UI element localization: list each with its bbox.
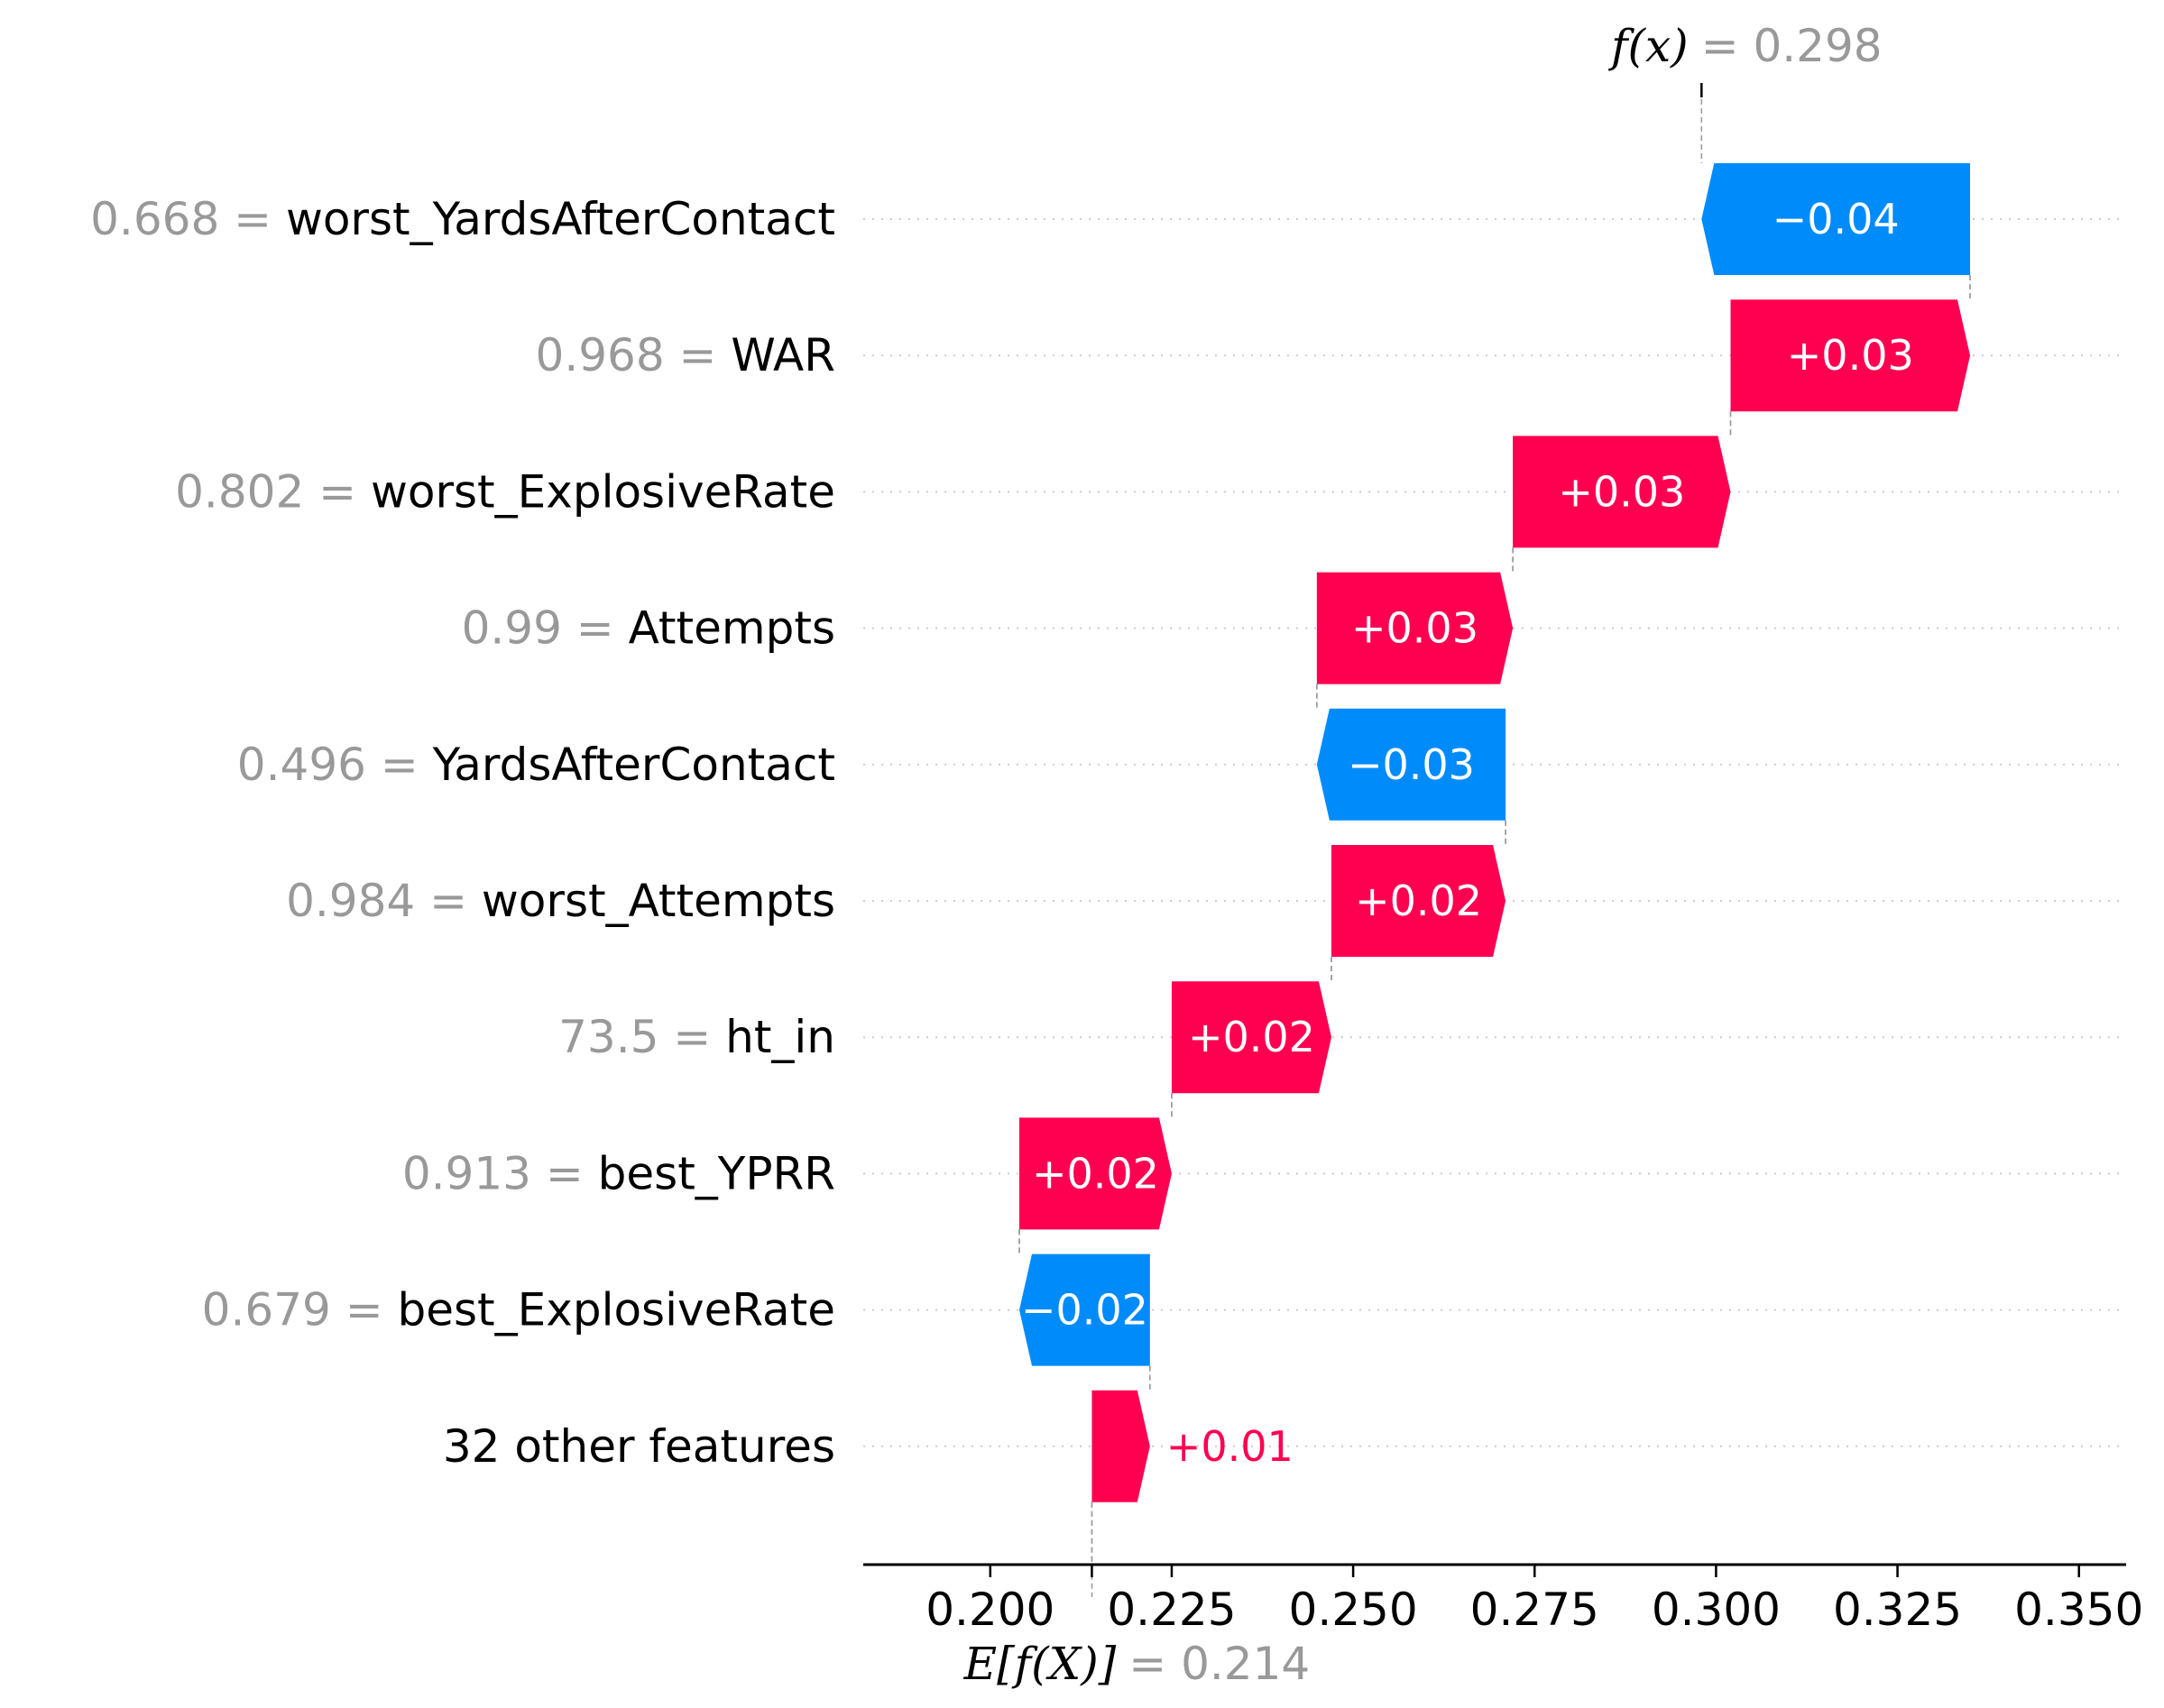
equals-sign: = <box>304 465 371 518</box>
feature-name: Attempts <box>629 602 835 655</box>
negative-bar <box>1701 163 1971 275</box>
equals-sign: = <box>366 739 433 791</box>
feature-label: 0.668 = worst_YardsAfterContact <box>90 193 835 245</box>
feature-value: 0.679 <box>202 1284 331 1336</box>
x-tick-label: 0.250 <box>1289 1584 1418 1636</box>
feature-value: 0.668 <box>90 193 219 245</box>
base-math: E[f(X)] <box>963 1638 1117 1690</box>
positive-bar <box>1331 845 1506 957</box>
bar-value-label: +0.02 <box>1355 877 1482 925</box>
base-value-annotation: E[f(X)] = 0.214 <box>963 1638 1311 1690</box>
feature-name: 32 other features <box>443 1420 835 1473</box>
positive-bar <box>1171 981 1331 1094</box>
bar-value-label: +0.02 <box>1032 1149 1159 1198</box>
positive-bar <box>1730 299 1971 412</box>
bar-value-label: −0.02 <box>1021 1286 1148 1335</box>
feature-name: best_YPRR <box>598 1147 835 1199</box>
feature-label: 0.913 = best_YPRR <box>402 1147 835 1199</box>
equals-sign: = <box>562 602 629 655</box>
negative-bar <box>1316 708 1506 821</box>
annotations: f(x) = 0.298 E[f(X)] = 0.214 <box>963 20 1883 1690</box>
equals-sign: = <box>665 329 732 381</box>
feature-value: 0.496 <box>237 739 366 791</box>
feature-value: 0.968 <box>536 329 665 381</box>
positive-bar <box>1316 572 1514 684</box>
x-tick-label: 0.300 <box>1652 1584 1781 1636</box>
x-tick-label: 0.200 <box>925 1584 1054 1636</box>
feature-value: 0.99 <box>462 602 562 655</box>
output-math: f(x) <box>1607 20 1689 72</box>
feature-value: 0.913 <box>402 1147 531 1199</box>
equals-sign: = <box>658 1011 725 1063</box>
feature-value: 73.5 <box>558 1011 658 1063</box>
feature-label: 0.496 = YardsAfterContact <box>237 739 835 791</box>
output-value-annotation: f(x) = 0.298 <box>1607 20 1883 72</box>
bar-value-label: −0.04 <box>1773 195 1900 243</box>
bar-value-label: +0.02 <box>1188 1013 1315 1061</box>
feature-name: WAR <box>731 329 835 381</box>
x-tick-label: 0.325 <box>1833 1584 1962 1636</box>
feature-name: worst_Attempts <box>482 875 835 927</box>
feature-labels: 0.668 = worst_YardsAfterContact 0.968 = W… <box>90 193 835 1473</box>
bar-value-label: +0.01 <box>1166 1422 1294 1471</box>
equals-sign: = <box>415 875 482 927</box>
bar-value-label: +0.03 <box>1787 331 1914 380</box>
positive-bar <box>1513 436 1731 548</box>
x-tick-label: 0.350 <box>2014 1584 2143 1636</box>
bar-value-label: −0.03 <box>1348 740 1475 789</box>
feature-value: 0.984 <box>286 875 415 927</box>
feature-name: worst_ExplosiveRate <box>371 465 835 518</box>
feature-value: 0.802 <box>175 465 304 518</box>
feature-name: worst_YardsAfterContact <box>286 193 835 245</box>
x-axis: 0.200 0.225 0.250 0.275 0.300 0.325 0.350 <box>863 1563 2143 1636</box>
feature-label: 0.984 = worst_Attempts <box>286 875 835 927</box>
base-value: = 0.214 <box>1128 1638 1310 1690</box>
feature-label: 0.679 = best_ExplosiveRate <box>202 1284 835 1336</box>
output-value: = 0.298 <box>1701 20 1883 72</box>
feature-label: 32 other features <box>443 1420 835 1473</box>
feature-name: best_ExplosiveRate <box>398 1284 836 1336</box>
bar-value-label: +0.03 <box>1351 604 1478 653</box>
feature-name: YardsAfterContact <box>432 739 835 791</box>
reference-lines <box>1018 83 1971 1597</box>
positive-bar <box>1091 1390 1150 1502</box>
negative-bar <box>1018 1253 1150 1366</box>
equals-sign: = <box>531 1147 598 1199</box>
x-tick-label: 0.225 <box>1107 1584 1236 1636</box>
feature-label: 73.5 = ht_in <box>558 1011 835 1063</box>
feature-label: 0.968 = WAR <box>536 329 835 381</box>
feature-name: ht_in <box>725 1011 835 1063</box>
equals-sign: = <box>219 193 286 245</box>
x-tick-label: 0.275 <box>1470 1584 1599 1636</box>
feature-label: 0.802 = worst_ExplosiveRate <box>175 465 835 518</box>
equals-sign: = <box>331 1284 398 1336</box>
feature-label: 0.99 = Attempts <box>462 602 835 655</box>
bars: −0.04 +0.03 +0.03 +0.03 −0.03 +0.02 +0.02 +0.02… <box>1018 163 1971 1502</box>
bar-value-label: +0.03 <box>1558 467 1685 516</box>
positive-bar <box>1018 1117 1172 1230</box>
